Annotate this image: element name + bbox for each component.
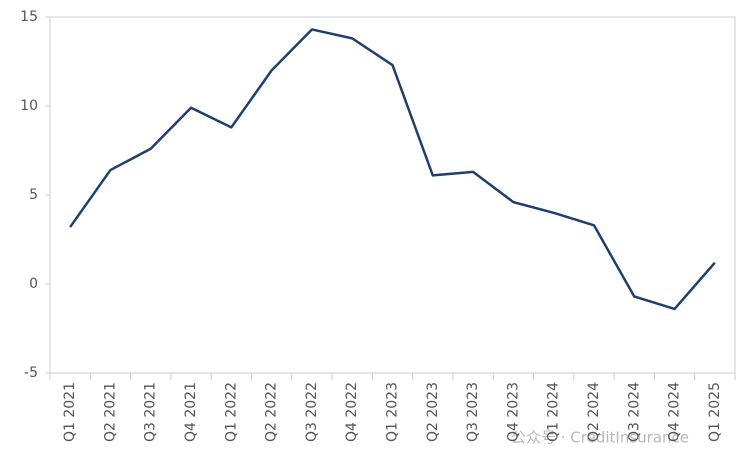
y-tick-label: 10 (20, 98, 38, 114)
watermark: 公众号 · CreditInsurance (511, 429, 689, 447)
x-tick-label: Q1 2024 (546, 382, 562, 442)
x-tick-label: Q4 2023 (505, 382, 521, 442)
x-tick-label: Q1 2021 (62, 382, 78, 442)
x-tick-label: Q2 2022 (264, 382, 280, 442)
x-tick-label: Q3 2021 (143, 382, 159, 442)
plot-frame (49, 16, 736, 374)
x-tick-label: Q2 2024 (586, 382, 602, 442)
y-tick-label: -5 (24, 365, 38, 381)
y-tick-label: 5 (29, 187, 38, 203)
x-tick-label: Q3 2023 (465, 382, 481, 442)
x-tick-label: Q1 2022 (223, 382, 239, 442)
x-tick-label: Q4 2022 (344, 382, 360, 442)
x-tick-label: Q1 2025 (707, 382, 723, 442)
x-tick-label: Q2 2023 (425, 382, 441, 442)
x-tick-label: Q3 2022 (304, 382, 320, 442)
x-tick-label: Q3 2024 (626, 382, 642, 442)
line (69, 28, 716, 311)
x-tick-label: Q4 2024 (667, 382, 683, 442)
x-tick-label: Q4 2021 (183, 382, 199, 442)
x-tick-label: Q1 2023 (385, 382, 401, 442)
y-tick-label: 15 (20, 9, 38, 25)
x-tick-label: Q2 2021 (102, 382, 118, 442)
y-tick-label: 0 (29, 276, 38, 292)
